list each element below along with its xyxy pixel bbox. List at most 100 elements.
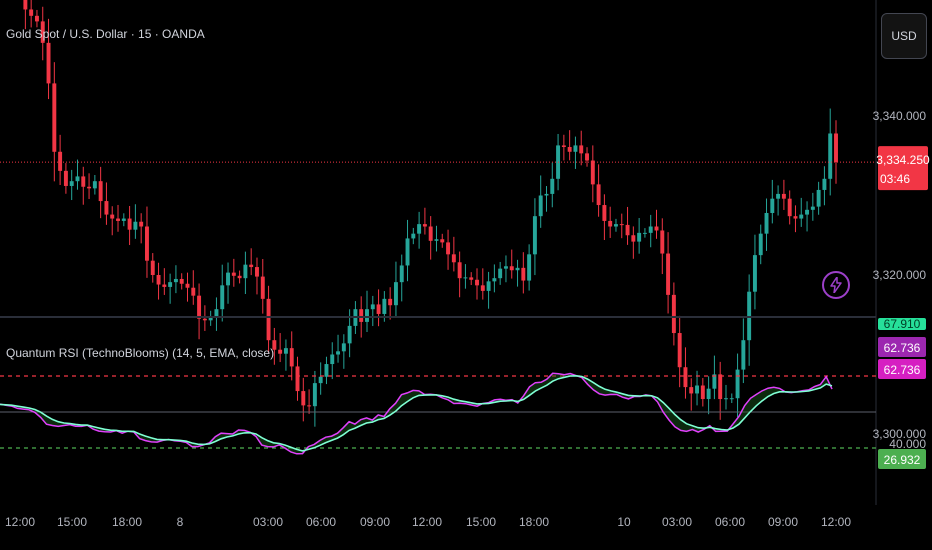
candle-body [139, 221, 144, 227]
candle-body [475, 279, 479, 286]
rsi-value-label: 67.910 [884, 317, 921, 331]
rsi-tick-label: 40.000 [889, 437, 926, 451]
candle-body [590, 160, 595, 185]
candle-body [469, 277, 474, 280]
candle-body [197, 295, 202, 319]
candle-body [480, 285, 485, 291]
candle-body [573, 145, 578, 152]
candle-body [608, 220, 613, 227]
candle-body [405, 238, 410, 266]
candle-body [69, 181, 74, 186]
candle-body [330, 354, 335, 365]
candle-body [619, 224, 624, 226]
candle-body [220, 285, 225, 310]
candle-body [498, 268, 503, 279]
candle-body [614, 224, 618, 227]
candle-body [724, 398, 728, 400]
lightning-icon[interactable] [822, 271, 850, 299]
time-tick-label: 09:00 [768, 515, 798, 529]
rsi-line [0, 372, 833, 455]
candle-body [446, 242, 451, 255]
indicator-title[interactable]: Quantum RSI (TechnoBlooms) (14, 5, EMA, … [6, 346, 275, 360]
candle-body [116, 218, 120, 221]
candle-body [295, 366, 300, 392]
candle-body [422, 224, 427, 227]
candle-body [544, 193, 549, 196]
currency-button[interactable]: USD [881, 13, 927, 59]
candle-body [191, 287, 196, 296]
candle-body [237, 275, 242, 279]
candle-body [596, 184, 601, 206]
candle-body [121, 218, 126, 221]
rsi-axis[interactable]: 40.000 67.910 62.736 62.736 26.932 [878, 317, 926, 469]
candle-body [700, 385, 705, 400]
candle-body [312, 383, 317, 407]
candle-body [365, 309, 369, 322]
candle-body [805, 209, 810, 215]
candle-body [799, 214, 804, 219]
candle-body [585, 153, 589, 161]
candle-body [822, 178, 827, 190]
candle-body [654, 226, 659, 231]
candle-body [648, 226, 653, 233]
candle-body [561, 145, 566, 148]
candle-body [550, 178, 555, 194]
candle-body [770, 198, 775, 213]
candle-body [208, 316, 213, 321]
time-tick-label: 18:00 [519, 515, 549, 529]
candle-body [173, 278, 178, 283]
candle-body [162, 284, 167, 287]
candle-body [706, 388, 711, 400]
candle-body [231, 272, 236, 276]
candle-body [417, 224, 422, 234]
time-axis[interactable]: 12:00 15:00 18:00 8 03:00 06:00 09:00 12:00 15:0… [5, 515, 851, 529]
countdown-label: 03:46 [880, 172, 910, 186]
candle-body [486, 281, 491, 291]
candle-body [307, 405, 312, 407]
candle-body [735, 369, 740, 399]
time-tick-label: 12:00 [412, 515, 442, 529]
candle-body [46, 42, 51, 84]
price-axis[interactable]: 3,340.000 3,320.000 3,300.000 3,334.250 03:4… [873, 109, 930, 441]
candle-body [428, 226, 433, 241]
time-tick-label: 15:00 [57, 515, 87, 529]
time-tick-label: 12:00 [5, 515, 35, 529]
candle-body [324, 364, 329, 377]
candle-body [776, 193, 781, 199]
candle-body [144, 226, 149, 261]
candle-body [393, 282, 398, 306]
candle-body [683, 367, 688, 388]
time-tick-label: 03:00 [662, 515, 692, 529]
time-tick-label: 10 [617, 515, 631, 529]
candle-body [752, 255, 757, 292]
candle-body [503, 266, 508, 269]
candle-body [527, 254, 532, 281]
candle-body [29, 9, 34, 16]
candle-body [741, 340, 746, 370]
rsi-value-label: 62.736 [884, 363, 921, 377]
time-tick-label: 12:00 [821, 515, 851, 529]
candle-body [168, 282, 173, 287]
candle-body [637, 232, 642, 242]
candle-body [758, 233, 763, 256]
candle-body [110, 214, 115, 219]
price-tick-label: 3,300.000 [873, 427, 927, 441]
candle-body [579, 145, 584, 154]
candle-body [451, 254, 456, 263]
lightning-icon-glyph [830, 277, 842, 293]
candle-body [781, 193, 786, 199]
last-price-label: 3,334.250 [876, 153, 930, 167]
candle-body [677, 333, 682, 368]
candle-body [411, 233, 416, 239]
candle-body [318, 376, 323, 384]
candle-body [58, 151, 63, 171]
candle-body [440, 239, 445, 243]
candle-body [764, 212, 769, 234]
candle-body [457, 262, 462, 279]
rsi-band-fill [0, 373, 832, 454]
candle-body [729, 398, 734, 400]
time-tick-label: 8 [177, 515, 184, 529]
candle-body [631, 235, 636, 242]
candle-body [642, 232, 647, 234]
